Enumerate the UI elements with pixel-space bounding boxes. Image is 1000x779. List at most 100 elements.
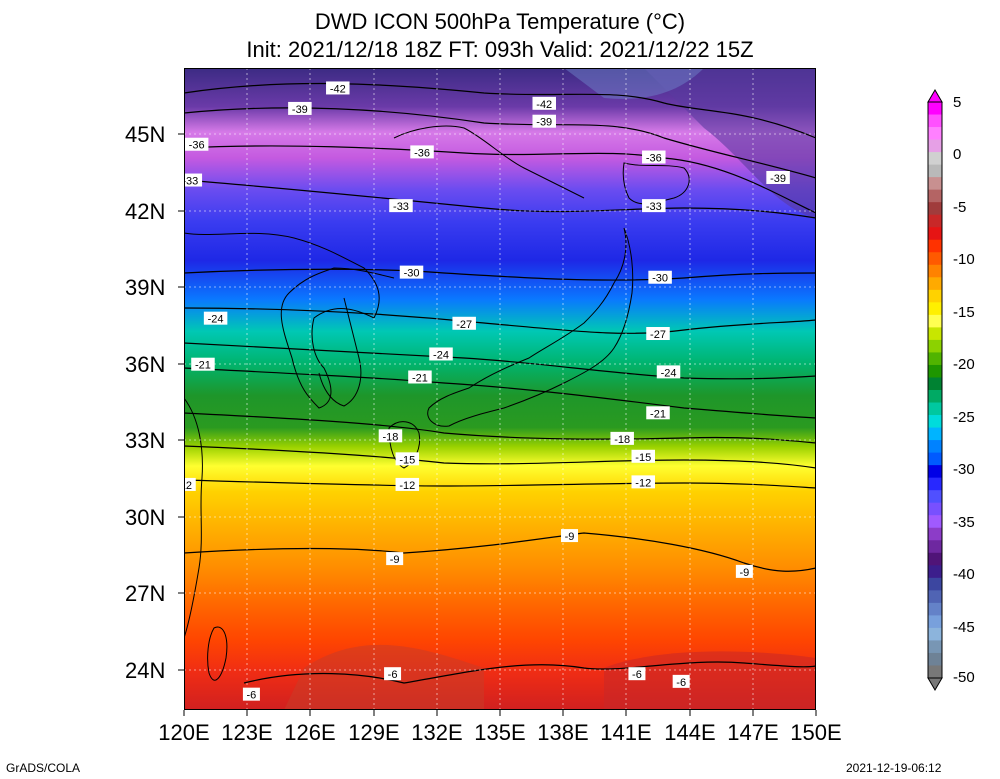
colorbar-swatch <box>928 227 942 241</box>
contour-label: -24 <box>656 365 681 379</box>
colorbar-swatch <box>928 627 942 641</box>
contour-label: -27 <box>452 316 476 331</box>
colorbar-swatch <box>928 214 942 228</box>
contour-label: -24 <box>203 311 228 326</box>
svg-text:-6: -6 <box>676 677 686 689</box>
colorbar-label: 0 <box>953 146 962 163</box>
svg-text:-27: -27 <box>456 319 472 331</box>
colorbar-label: 5 <box>953 94 962 111</box>
contour-label: -6 <box>628 667 646 681</box>
svg-text:-33: -33 <box>646 201 662 213</box>
lon-label: 150E <box>790 720 842 745</box>
contour-label: -21 <box>646 406 670 420</box>
svg-text:-6: -6 <box>247 690 257 702</box>
isotherm-12 <box>184 479 816 489</box>
lon-label: 120E <box>158 720 210 745</box>
svg-text:-9: -9 <box>565 531 575 543</box>
svg-text:-9: -9 <box>390 554 400 566</box>
colorbar-swatch <box>928 652 942 666</box>
colorbar-label: -40 <box>953 566 975 583</box>
contour-label: -27 <box>646 327 670 341</box>
cold-region <box>564 68 704 99</box>
contour-label: -12 <box>395 477 420 492</box>
contour-label: -6 <box>384 667 402 681</box>
colorbar-swatch <box>928 102 942 115</box>
colorbar-swatch <box>928 264 942 278</box>
svg-text:-9: -9 <box>739 567 749 579</box>
colorbar-swatch <box>928 189 942 203</box>
svg-text:-24: -24 <box>661 367 677 379</box>
contour-label: -42 <box>326 81 350 95</box>
svg-text:-36: -36 <box>646 153 662 165</box>
footer-credit: GrADS/COLA <box>6 761 81 775</box>
contour-label: -15 <box>631 449 656 464</box>
svg-text:-24: -24 <box>433 349 449 361</box>
contour-label: -36 <box>642 150 666 165</box>
contour-label: -9 <box>386 552 404 566</box>
colorbar-swatch <box>928 152 942 166</box>
svg-text:-15: -15 <box>399 454 415 466</box>
contour-label: -9 <box>735 564 753 579</box>
contour-label: -12 <box>631 475 656 489</box>
lon-label: 132E <box>411 720 463 745</box>
svg-text:-33: -33 <box>184 176 198 188</box>
contour-label: -18 <box>610 431 634 446</box>
lat-label: 45N <box>125 122 166 147</box>
colorbar-swatch <box>928 640 942 654</box>
colorbar-swatch <box>928 602 942 616</box>
svg-text:-30: -30 <box>404 268 420 280</box>
colorbar-swatch <box>928 477 942 491</box>
coast-hokkaido <box>622 162 690 205</box>
svg-text:-30: -30 <box>652 273 668 285</box>
lon-label: 126E <box>284 720 336 745</box>
lat-label: 24N <box>125 658 166 683</box>
svg-text:-27: -27 <box>650 329 666 341</box>
colorbar-swatch <box>928 502 942 516</box>
colorbar-swatch <box>928 277 942 291</box>
lon-label: 138E <box>537 720 589 745</box>
isotherm-42 <box>184 82 816 139</box>
colorbar-swatch <box>928 515 942 529</box>
warm-region <box>284 644 484 710</box>
svg-text:-33: -33 <box>393 201 409 213</box>
isotherm-18 <box>184 412 816 444</box>
svg-text:-18: -18 <box>383 431 399 443</box>
isotherm-27 <box>184 307 816 334</box>
contour-label: -24 <box>429 347 453 361</box>
contour-label: -18 <box>378 429 403 443</box>
colorbar-swatch <box>928 364 942 378</box>
contour-label: -36 <box>184 137 209 152</box>
colorbar-label: -50 <box>953 669 975 686</box>
svg-text:-39: -39 <box>770 173 786 185</box>
colorbar-swatch <box>928 114 942 128</box>
colorbar-swatch <box>928 177 942 191</box>
svg-text:-21: -21 <box>195 360 211 372</box>
colorbar-swatch <box>928 302 942 316</box>
colorbar-swatch <box>928 415 942 428</box>
colorbar-swatch <box>928 465 942 479</box>
contour-label: -6 <box>672 674 690 689</box>
colorbar-swatch <box>928 452 942 466</box>
isotherm-33 <box>184 179 816 219</box>
colorbar-swatch <box>928 327 942 341</box>
colorbar-top-arrow <box>927 89 943 103</box>
lon-label: 129E <box>348 720 400 745</box>
colorbar-swatch <box>928 402 942 416</box>
svg-text:-24: -24 <box>208 314 224 326</box>
colorbar <box>927 89 943 691</box>
contour-label: -39 <box>288 101 312 116</box>
colorbar-swatch <box>928 239 942 253</box>
contour-label: -30 <box>399 265 424 280</box>
coast-china-south <box>184 397 203 639</box>
isotherm-36 <box>184 145 816 214</box>
lat-label: 33N <box>125 428 166 453</box>
coast-russia <box>393 125 585 199</box>
colorbar-swatch <box>928 440 942 454</box>
colorbar-label: -35 <box>953 514 975 531</box>
map-title: DWD ICON 500hPa Temperature (°C) <box>314 9 686 34</box>
contour-label: -15 <box>395 452 420 466</box>
colorbar-label: -25 <box>953 409 975 426</box>
colorbar-swatch <box>928 352 942 366</box>
colorbar-swatch <box>928 552 942 566</box>
